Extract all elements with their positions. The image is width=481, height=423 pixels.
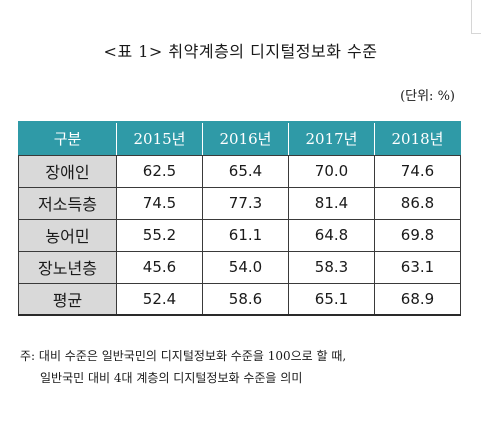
data-table: 구분 2015년 2016년 2017년 2018년 장애인 62.5 65.4…	[18, 121, 461, 316]
table-cell: 81.4	[288, 186, 375, 220]
table-cell: 74.5	[116, 186, 203, 220]
row-label: 저소득층	[18, 186, 117, 220]
table-cell: 64.8	[288, 218, 375, 252]
table-cell: 61.1	[202, 218, 289, 252]
table-title: <표 1> 취약계층의 디지털정보화 수준	[103, 42, 378, 61]
table-cell: 68.9	[374, 282, 461, 316]
row-label: 장애인	[18, 154, 117, 188]
table-cell: 55.2	[116, 218, 203, 252]
header-2015: 2015년	[116, 121, 203, 156]
header-category: 구분	[18, 121, 117, 156]
table-cell: 58.3	[288, 250, 375, 284]
table-row: 장노년층 45.6 54.0 58.3 63.1	[18, 250, 461, 284]
row-label: 농어민	[18, 218, 117, 252]
table-cell: 45.6	[116, 250, 203, 284]
table-row: 농어민 55.2 61.1 64.8 69.8	[18, 218, 461, 252]
table-row: 평균 52.4 58.6 65.1 68.9	[18, 282, 461, 316]
table-cell: 65.4	[202, 154, 289, 188]
row-label: 평균	[18, 282, 117, 316]
table-cell: 70.0	[288, 154, 375, 188]
table-cell: 62.5	[116, 154, 203, 188]
window-edge	[471, 0, 481, 34]
header-2018: 2018년	[374, 121, 461, 156]
table-cell: 74.6	[374, 154, 461, 188]
header-2017: 2017년	[288, 121, 375, 156]
table-cell: 69.8	[374, 218, 461, 252]
table-header-row: 구분 2015년 2016년 2017년 2018년	[18, 121, 461, 156]
table-cell: 86.8	[374, 186, 461, 220]
header-2016: 2016년	[202, 121, 289, 156]
unit-label: (단위: %)	[400, 89, 455, 104]
table-cell: 58.6	[202, 282, 289, 316]
table-row: 장애인 62.5 65.4 70.0 74.6	[18, 154, 461, 188]
table-cell: 65.1	[288, 282, 375, 316]
table-cell: 77.3	[202, 186, 289, 220]
table-cell: 52.4	[116, 282, 203, 316]
table-row: 저소득층 74.5 77.3 81.4 86.8	[18, 186, 461, 220]
table-cell: 54.0	[202, 250, 289, 284]
footnote: 주: 대비 수준은 일반국민의 디지털정보화 수준을 100으로 할 때, 일반…	[20, 345, 346, 389]
row-label: 장노년층	[18, 250, 117, 284]
footnote-line: 주: 대비 수준은 일반국민의 디지털정보화 수준을 100으로 할 때,	[20, 349, 347, 363]
footnote-line: 일반국민 대비 4대 계층의 디지털정보화 수준을 의미	[40, 371, 303, 385]
table-cell: 63.1	[374, 250, 461, 284]
